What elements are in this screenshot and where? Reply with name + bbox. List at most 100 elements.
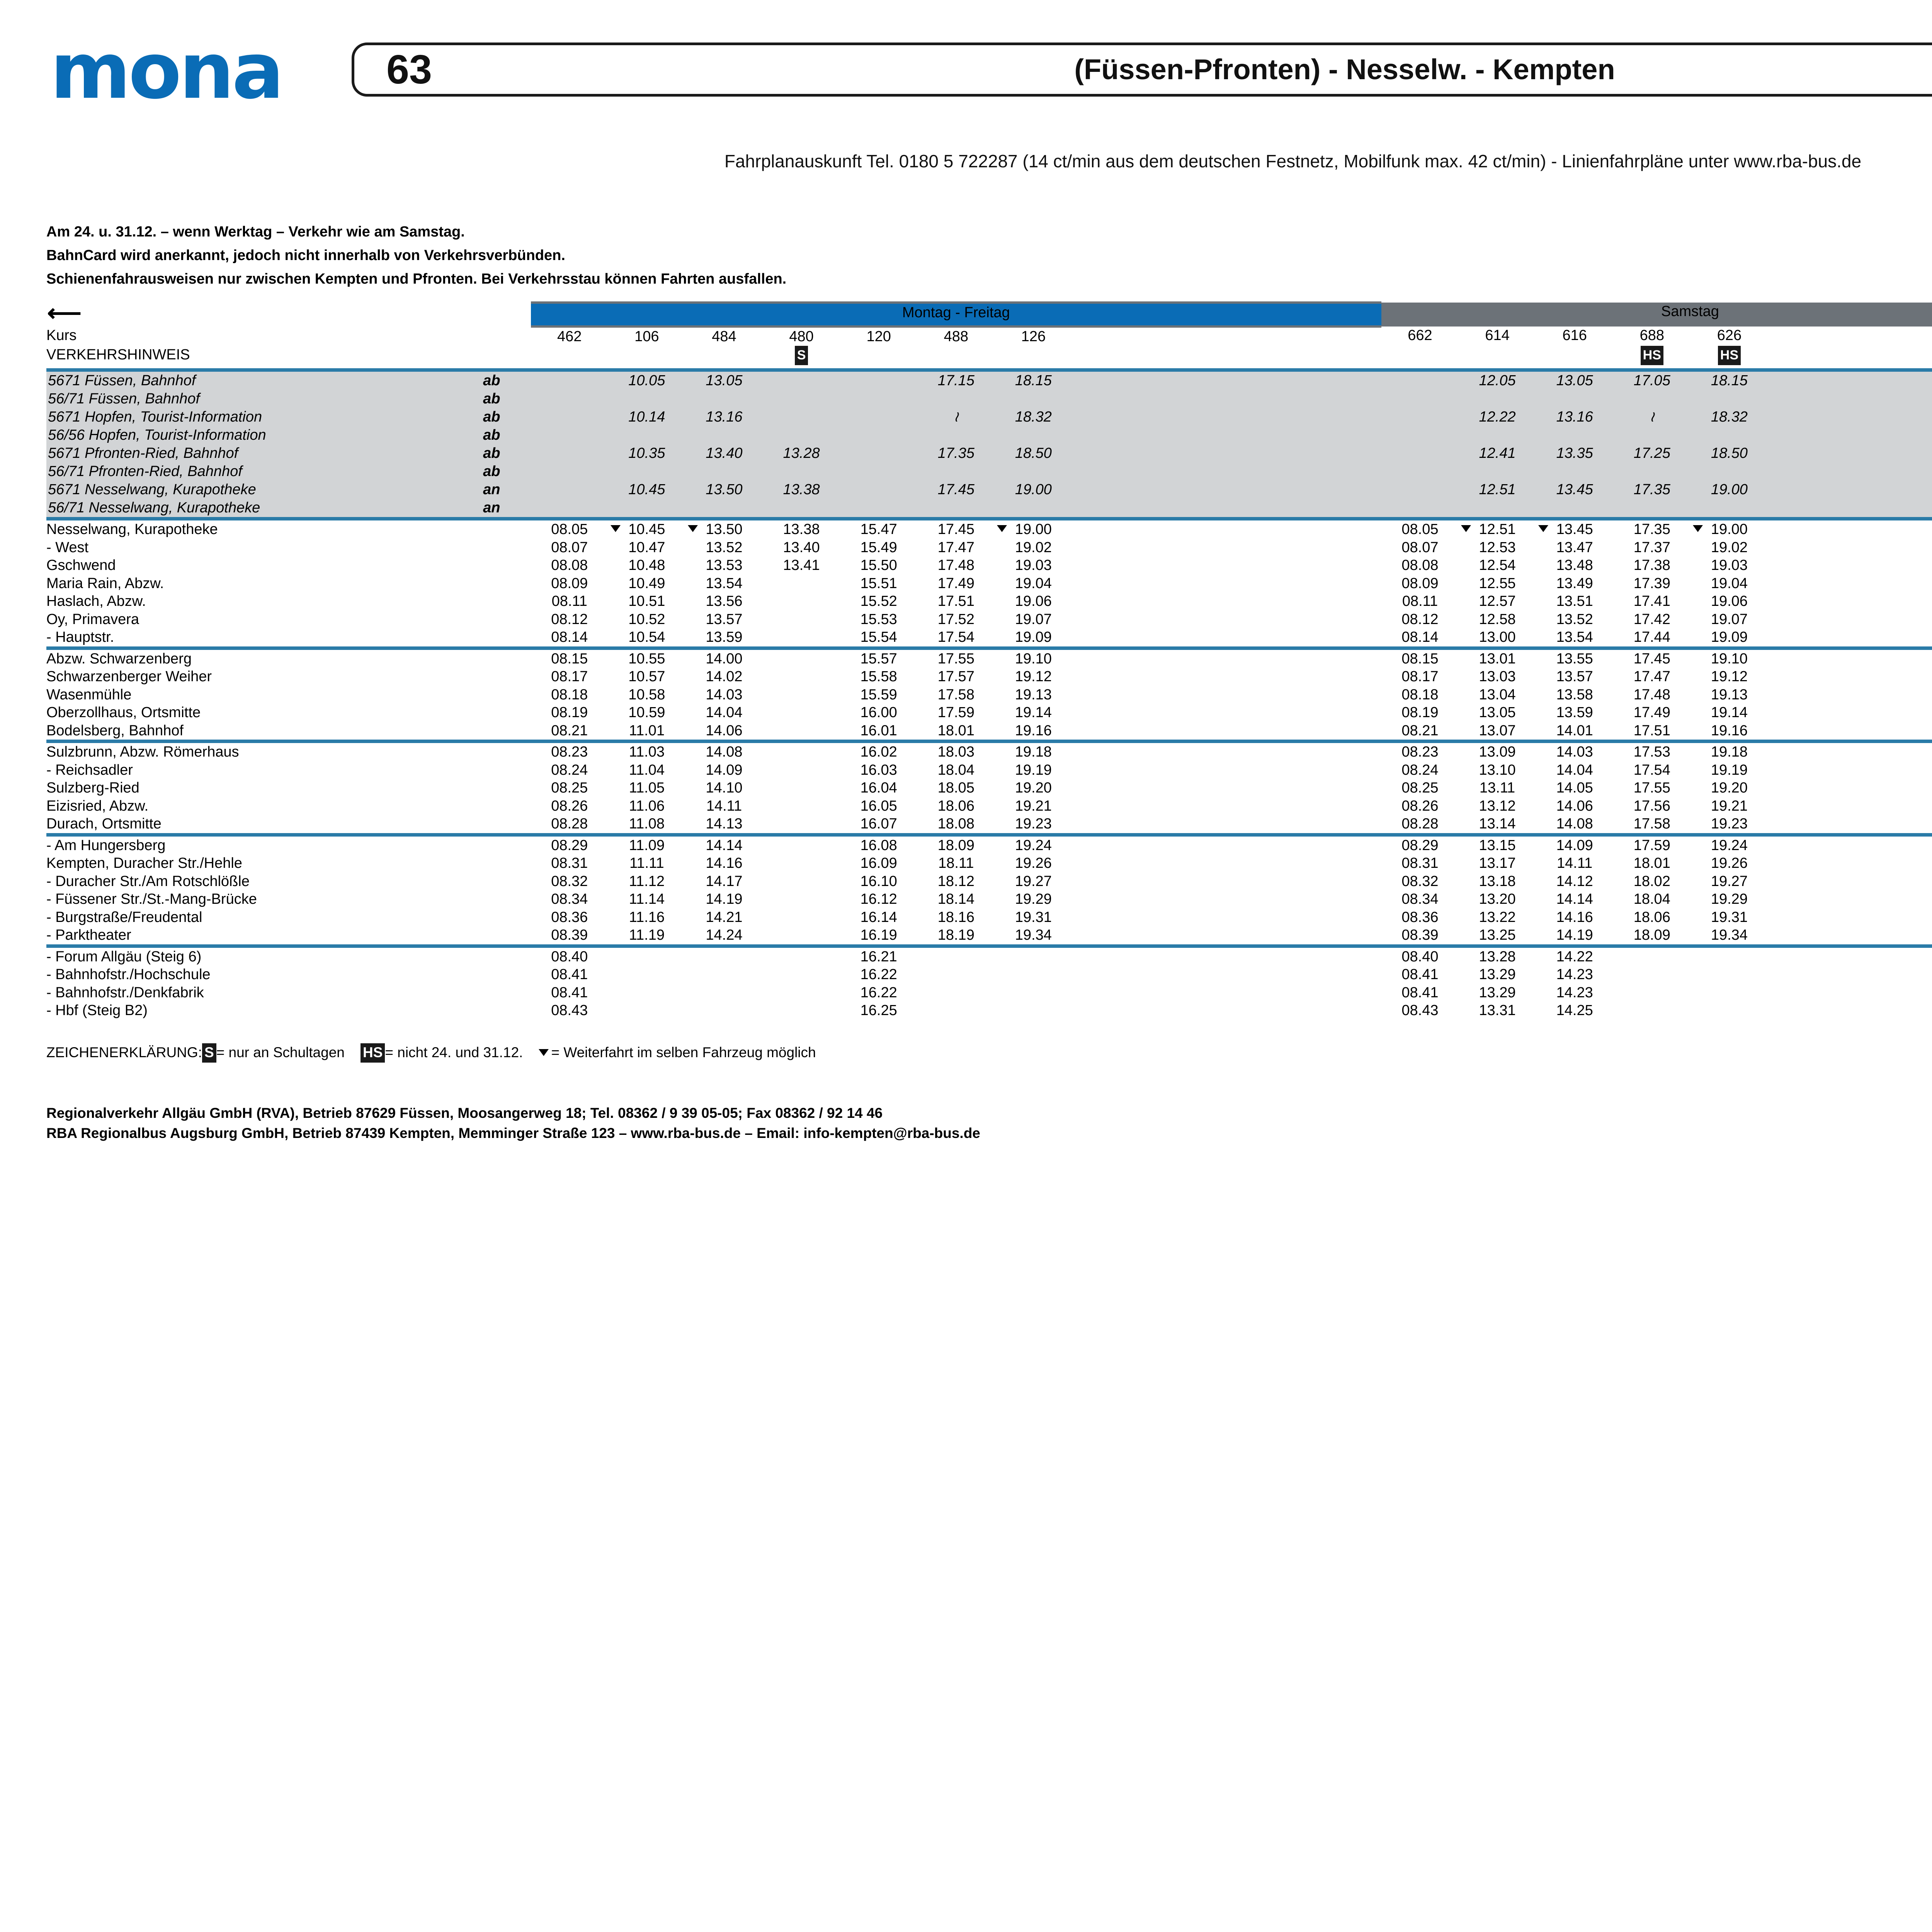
through-service-icon (687, 525, 698, 532)
spacer-cell (483, 1002, 531, 1020)
time-cell: 13.16 (706, 409, 743, 425)
time-cell (1226, 833, 1304, 854)
time-cell: 14.14 (685, 833, 763, 854)
legend-text-hs: = nicht 24. und 31.12. (385, 1044, 523, 1060)
time-cell (1845, 854, 1923, 872)
time-cell (1150, 797, 1227, 815)
time-cell: 16.10 (860, 873, 897, 889)
time-cell: 17.54 (937, 629, 975, 645)
through-service-icon (997, 525, 1007, 532)
time-cell (995, 499, 1072, 519)
time-cell (1150, 872, 1227, 891)
time-cell (1690, 944, 1768, 966)
course-hint (840, 346, 917, 370)
time-cell: 13.59 (1556, 704, 1593, 721)
time-cell (1227, 872, 1304, 891)
through-service-icon (1693, 525, 1703, 532)
time-cell: 18.15 (995, 368, 1072, 390)
footer-block: Regionalverkehr Allgäu GmbH (RVA), Betri… (46, 1103, 980, 1143)
time-cell (763, 426, 840, 444)
time-cell: 19.18 (1690, 740, 1768, 761)
time-cell: 13.38 (763, 517, 840, 539)
time-cell (1072, 592, 1149, 611)
kurs-number (1304, 327, 1381, 346)
spacer-cell (483, 944, 531, 966)
time-cell: 17.49 (1633, 704, 1670, 721)
time-cell (1227, 611, 1304, 629)
table-row: Durach, Ortsmitte 08.28 11.08 14.13 16.07 18.… (46, 815, 1932, 835)
stop-name: - Hauptstr. (46, 629, 114, 645)
time-cell: 16.21 (840, 944, 918, 966)
time-cell (1923, 815, 1932, 835)
time-cell (1768, 481, 1845, 499)
time-cell: 19.03 (1711, 557, 1748, 573)
time-cell (763, 1002, 840, 1020)
time-cell (1072, 944, 1150, 966)
time-cell: 13.29 (1479, 984, 1516, 1001)
time-cell: 08.09 (1401, 575, 1439, 592)
time-cell (1072, 815, 1149, 835)
legend-symbol-triangle-icon (539, 1049, 549, 1056)
time-cell (1922, 368, 1932, 390)
time-cell (531, 426, 608, 444)
stop-name: Gschwend (46, 557, 116, 573)
time-cell (1072, 408, 1149, 426)
stop-name: - Burgstraße/Freudental (46, 909, 202, 925)
kurs-number: 626 (1717, 327, 1742, 344)
footer-line: RBA Regionalbus Augsburg GmbH, Betrieb 8… (46, 1125, 980, 1141)
time-cell: 08.36 (1401, 909, 1439, 925)
spacer-cell (483, 854, 531, 872)
time-cell (1845, 575, 1923, 593)
time-cell: 13.47 (1556, 539, 1593, 556)
time-cell: 08.17 (1401, 668, 1439, 685)
time-cell (1845, 704, 1923, 722)
band-montag-freitag: Montag - Freitag (531, 301, 1381, 328)
phone-info-line: Fahrplanauskunft Tel. 0180 5 722287 (14 … (724, 151, 1862, 171)
time-cell: 11.01 (629, 722, 665, 739)
time-cell: 08.25 (551, 780, 588, 796)
time-cell: 16.02 (840, 740, 918, 761)
time-cell: 17.35 (1613, 517, 1691, 539)
arrival-departure-flag: ab (483, 463, 500, 480)
stop-name: Haslach, Abzw. (46, 593, 146, 609)
kurs-row: Kurs 462 106 484 480 120 488 126 662 614 616 688 626… (46, 327, 1932, 346)
time-cell: 18.16 (937, 909, 975, 925)
arrival-departure-flag: ab (483, 445, 500, 461)
feeder-row: 56/71 Füssen, Bahnhof ab (46, 390, 1932, 408)
time-cell: 14.04 (706, 704, 743, 721)
time-cell: 16.22 (860, 984, 897, 1001)
time-cell: 08.11 (1402, 593, 1438, 609)
time-cell (1227, 408, 1304, 426)
time-cell: 18.09 (1633, 927, 1670, 943)
time-cell: 18.50 (1015, 445, 1052, 461)
time-cell (1226, 646, 1304, 668)
time-cell: 11.06 (629, 798, 665, 814)
feeder-row: 56/56 Hopfen, Tourist-Information ab (46, 426, 1932, 444)
time-cell (1150, 481, 1227, 499)
arrow-left-icon: ⟵ (47, 300, 82, 327)
time-cell: 14.19 (1556, 927, 1593, 943)
time-cell: 17.45 (1613, 646, 1691, 668)
time-cell: 15.52 (860, 593, 897, 609)
time-cell (1304, 779, 1381, 797)
course-hint (1768, 346, 1845, 370)
time-cell (1845, 368, 1923, 390)
time-cell (1072, 611, 1149, 629)
time-cell (1923, 463, 1932, 481)
time-cell: 17.54 (1633, 762, 1670, 778)
time-cell (1304, 668, 1381, 686)
time-cell: 16.00 (860, 704, 897, 721)
time-cell (608, 966, 685, 984)
time-cell (1304, 722, 1381, 742)
time-cell: ≀ (953, 409, 959, 425)
stop-name: 5671 Hopfen, Tourist-Information (48, 409, 262, 425)
spacer-cell (483, 740, 531, 761)
time-cell: 19.09 (1015, 629, 1052, 645)
time-cell: 13.48 (1556, 557, 1593, 573)
time-cell: 08.08 (551, 557, 588, 573)
time-cell: 13.59 (706, 629, 743, 645)
time-cell (1072, 539, 1149, 557)
spacer-cell (483, 984, 531, 1002)
time-cell: 18.11 (938, 855, 974, 871)
time-cell: 10.52 (628, 611, 665, 628)
